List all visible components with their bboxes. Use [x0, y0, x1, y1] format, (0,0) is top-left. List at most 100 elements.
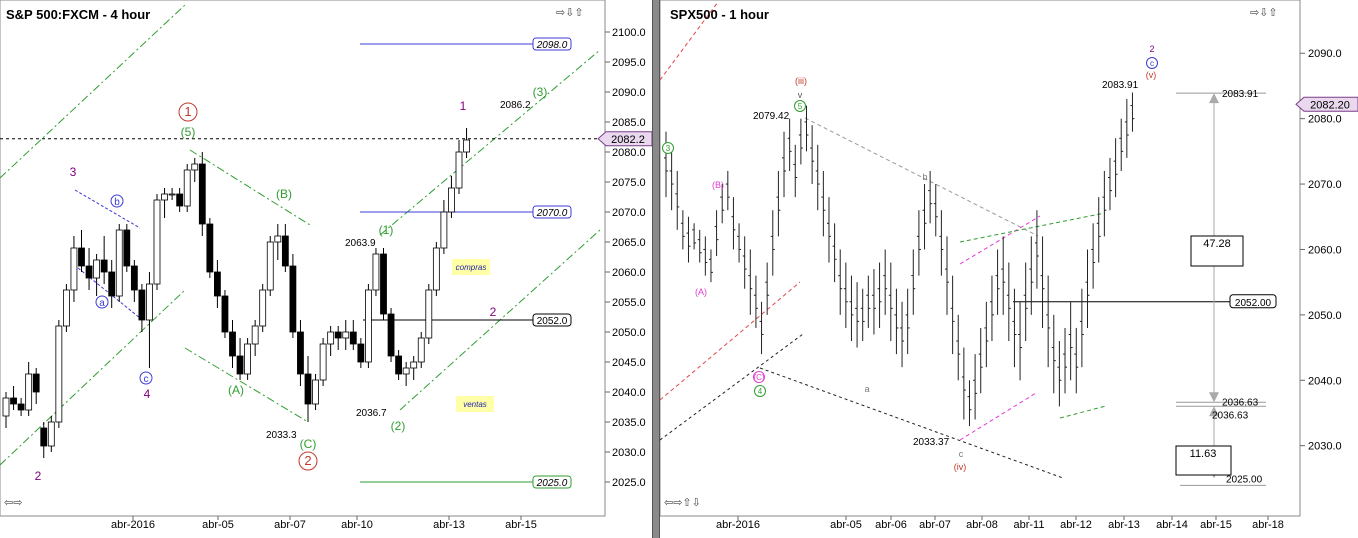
- y-tick-label: 2080.0: [1308, 114, 1342, 126]
- x-tick-label: abr-07: [274, 519, 306, 531]
- wave-label: (A): [695, 287, 707, 297]
- x-tick-label: abr-13: [433, 519, 465, 531]
- left-chart-panel: abr-2016 abr-05 abr-07 abr-10 abr-13 abr-15 20…: [0, 0, 652, 538]
- current-price-text: 2082.2: [611, 134, 645, 146]
- y-tick-label: 2050.0: [612, 327, 646, 339]
- trend-line: [660, 1, 719, 81]
- y-tick-label: 2060.0: [1308, 244, 1342, 256]
- measure-arrow: [1209, 93, 1219, 104]
- wave-line: [1059, 405, 1107, 419]
- candle-body: [312, 379, 319, 405]
- candle-body: [221, 295, 229, 333]
- candle-body: [198, 163, 206, 225]
- note-text: ventas: [463, 400, 487, 409]
- wave-label: 3: [70, 165, 77, 179]
- wave-label: 4: [144, 387, 151, 401]
- wave-label-circle: [178, 102, 198, 122]
- wave-label: (A): [228, 383, 244, 397]
- wave-channel-line: [77, 267, 141, 319]
- candle-body: [161, 193, 168, 201]
- wave-label: 4: [758, 387, 763, 396]
- candle-body: [32, 373, 40, 393]
- y-tick-label: 2095.0: [612, 57, 646, 69]
- right-chart-panel: abr-2016 abr-05 abr-06 abr-07 abr-08 abr-11 ab…: [660, 0, 1358, 538]
- level-tag-box: [1229, 294, 1277, 309]
- x-tick-label: abr-2016: [716, 519, 760, 531]
- measure-top-label: 2083.91: [1222, 89, 1259, 100]
- measure-arrow: [1209, 392, 1219, 403]
- wave-label: 5: [798, 102, 803, 111]
- candle-body: [432, 247, 440, 291]
- arrow-icons: ⇨⇩⇧: [556, 7, 584, 19]
- panel-divider[interactable]: [652, 0, 660, 538]
- y-tick-label: 2030.0: [612, 447, 646, 459]
- candle-body: [440, 211, 448, 249]
- wave-label-circle: [753, 371, 765, 383]
- candle-body: [372, 253, 380, 291]
- arrow-icons: ⇨⇩⇧: [1250, 7, 1278, 19]
- wave-label: (iv): [954, 462, 967, 472]
- y-tick-label: 2075.0: [612, 177, 646, 189]
- candle-body: [25, 373, 33, 411]
- candle-body: [281, 235, 289, 267]
- y-tick-label: 2070.0: [612, 207, 646, 219]
- price-label: 2036.7: [356, 408, 387, 419]
- level-tag-box: [532, 205, 572, 219]
- candle-body: [327, 331, 335, 345]
- chart-title: SPX500 - 1 hour: [670, 7, 769, 22]
- measure-bottom-label2: 2036.63: [1212, 410, 1249, 421]
- wave-label-circle: [95, 295, 109, 309]
- wave-label: (3): [533, 85, 548, 99]
- note-text: compras: [456, 263, 487, 272]
- channel-line: [184, 347, 309, 423]
- candle-body: [55, 325, 63, 423]
- wave-label: v: [798, 90, 803, 100]
- wave-label-circle: [110, 194, 124, 208]
- candle-body: [93, 259, 100, 279]
- chart-title: S&P 500:FXCM - 4 hour: [6, 7, 150, 22]
- wave-label: (iii): [795, 76, 807, 86]
- plot-area: [0, 0, 606, 517]
- wave-label: c: [144, 374, 149, 385]
- wave-label: 1: [184, 104, 191, 119]
- candle-body: [319, 343, 327, 381]
- level-tag-text: 2070.0: [536, 208, 568, 219]
- candle-body: [342, 331, 350, 339]
- x-tick-label: abr-18: [1252, 519, 1284, 531]
- trend-line: [804, 117, 1039, 237]
- x-tick-label: abr-08: [966, 519, 998, 531]
- price-label: 2086.2: [500, 100, 531, 111]
- candle-body: [47, 421, 55, 447]
- candle-body: [153, 199, 161, 285]
- y-tick-label: 2050.0: [1308, 310, 1342, 322]
- y-tick-label: 2090.0: [1308, 48, 1342, 60]
- candle-body: [108, 271, 116, 297]
- left-chart-svg: abr-2016 abr-05 abr-07 abr-10 abr-13 abr-15 20…: [0, 0, 652, 531]
- candle-body: [402, 367, 410, 375]
- candle-body: [364, 289, 372, 363]
- level-tag-text: 2052.00: [1235, 298, 1272, 309]
- wave-label-circle: [754, 385, 766, 397]
- candle-body: [168, 193, 176, 196]
- candle-body: [448, 187, 455, 213]
- wave-label: 3: [666, 144, 671, 153]
- candle-body: [410, 361, 418, 369]
- wave-label-circle: [662, 142, 674, 154]
- channel-line: [189, 149, 311, 226]
- wave-label: 2: [1149, 44, 1154, 54]
- candle-body: [229, 331, 236, 357]
- wave-label: (5): [181, 125, 196, 139]
- candle-body: [176, 193, 184, 207]
- measure-box: [1175, 445, 1232, 476]
- candle-body: [251, 325, 259, 345]
- candle-body: [63, 289, 70, 327]
- right-chart-svg: abr-2016 abr-05 abr-06 abr-07 abr-08 abr-11 ab…: [660, 0, 1358, 531]
- measure-arrow: [1209, 406, 1219, 417]
- candle-body: [266, 241, 274, 291]
- candle-body: [334, 331, 342, 339]
- candle-body: [297, 331, 304, 375]
- wave-label: a: [864, 384, 869, 394]
- y-tick-label: 2085.0: [612, 117, 646, 129]
- candle-body: [357, 343, 365, 363]
- x-tick-label: abr-06: [875, 519, 907, 531]
